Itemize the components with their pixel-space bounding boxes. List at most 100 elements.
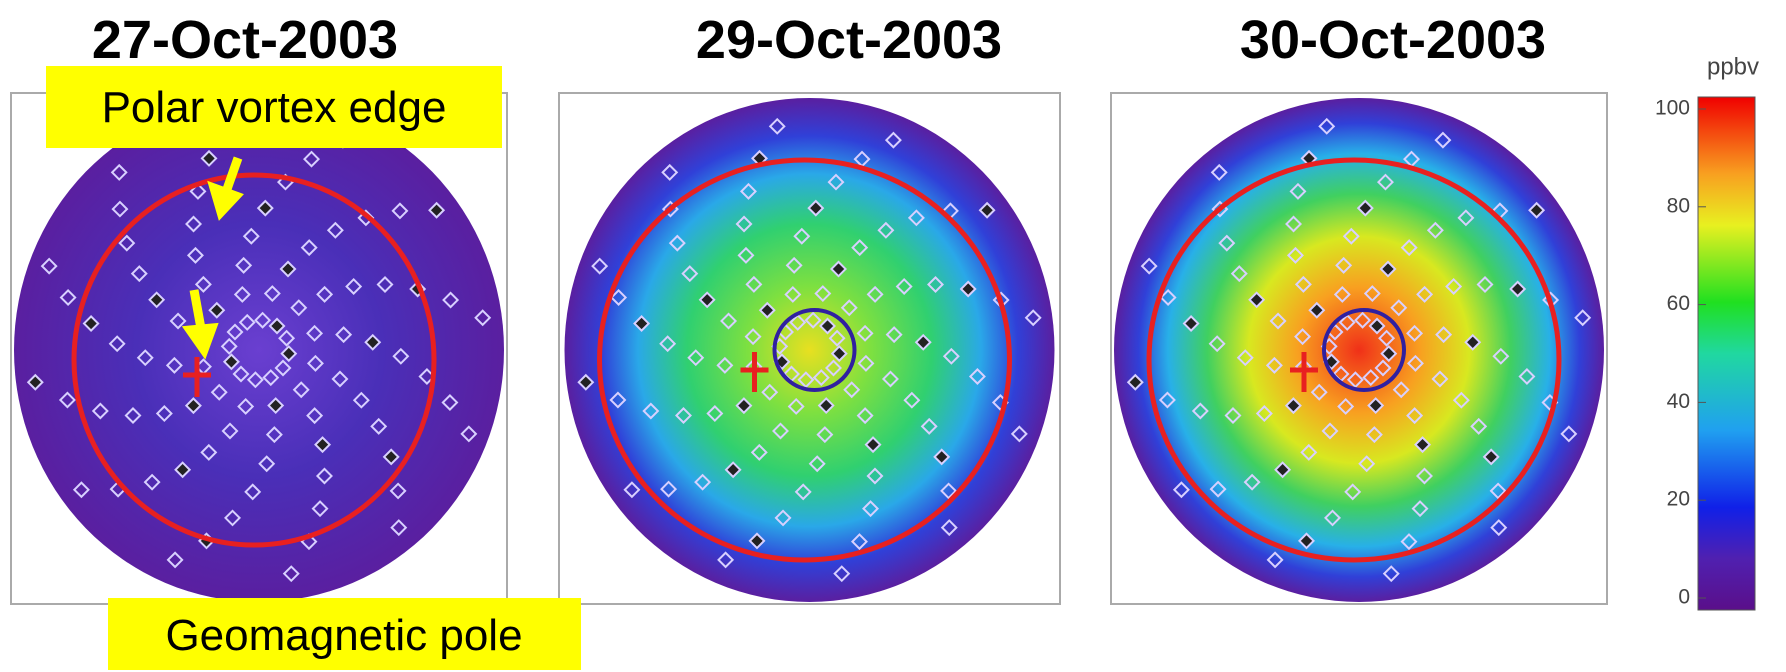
station-marker (370, 417, 388, 435)
station-marker (687, 349, 705, 367)
station-marker (1411, 500, 1429, 518)
station-marker (720, 312, 738, 330)
station-marker (828, 329, 846, 347)
station-marker (1363, 285, 1381, 303)
station-marker (1380, 345, 1398, 363)
station-marker (1403, 150, 1420, 168)
station-marker (1248, 291, 1266, 309)
station-marker (184, 397, 202, 415)
station-marker (694, 473, 712, 491)
station-marker (717, 551, 735, 569)
station-marker (816, 426, 834, 444)
station-marker (1426, 221, 1444, 239)
station-marker (300, 239, 318, 257)
station-marker (840, 299, 858, 317)
station-marker (1354, 311, 1372, 329)
station-marker (143, 473, 161, 491)
vortex-edge (71, 172, 437, 548)
station-marker (262, 369, 280, 387)
station-marker (246, 371, 264, 389)
station-marker (807, 199, 825, 217)
station-marker (130, 265, 148, 283)
markers (1126, 117, 1592, 583)
annotation-box (108, 598, 581, 670)
station-marker (744, 328, 762, 346)
station-marker (830, 345, 848, 363)
station-marker (881, 370, 899, 388)
station-marker (1464, 333, 1482, 351)
station-marker (1376, 173, 1394, 191)
station-marker (185, 215, 203, 233)
station-marker (274, 359, 292, 377)
station-marker (1172, 481, 1190, 499)
station-marker (1518, 367, 1536, 385)
station-marker (1010, 425, 1028, 443)
station-marker (364, 333, 382, 351)
station-marker (851, 239, 869, 257)
colorbar-tick-label: 80 (1667, 194, 1690, 217)
station-marker (306, 407, 324, 425)
station-marker (390, 519, 408, 537)
markers (26, 117, 492, 583)
map-panel: 27-Oct-2003 (10, 10, 508, 605)
station-marker (610, 289, 628, 306)
station-marker (1392, 381, 1410, 399)
station-marker (1308, 301, 1326, 319)
station-marker (675, 406, 692, 424)
station-marker (292, 381, 310, 399)
station-marker (165, 356, 183, 374)
station-marker (474, 309, 492, 327)
station-marker (1346, 371, 1364, 389)
station-marker (768, 117, 786, 135)
station-marker (1236, 349, 1254, 367)
station-marker (1445, 277, 1463, 295)
station-marker (233, 285, 251, 303)
station-marker (1406, 407, 1424, 425)
map-disc (564, 98, 1055, 602)
station-marker (940, 482, 958, 500)
station-marker (155, 405, 173, 423)
station-marker (660, 480, 678, 498)
station-marker (884, 131, 902, 149)
station-marker (1318, 117, 1336, 135)
station-marker (306, 324, 324, 342)
map-panel: 29-Oct-2003 (558, 10, 1061, 605)
station-marker (1416, 285, 1434, 303)
station-marker (819, 317, 836, 335)
station-marker (265, 426, 283, 444)
station-marker (940, 519, 958, 537)
geomagnetic-pole (740, 352, 769, 392)
station-marker (1024, 309, 1042, 327)
station-marker (862, 500, 880, 518)
station-marker (315, 467, 333, 485)
station-marker (148, 291, 166, 309)
station-marker (793, 227, 811, 245)
station-marker (1400, 239, 1418, 257)
panel-title: 30-Oct-2003 (1240, 10, 1546, 70)
station-marker (1218, 234, 1236, 252)
station-marker (1470, 417, 1488, 435)
station-marker (194, 358, 212, 376)
station-marker (237, 397, 255, 415)
station-marker (716, 356, 734, 374)
station-marker (1159, 289, 1177, 306)
station-marker (920, 417, 938, 435)
station-marker (91, 402, 109, 420)
station-marker (1210, 163, 1228, 181)
pole-circle (1322, 308, 1406, 392)
station-marker (290, 299, 308, 317)
station-marker (303, 150, 320, 168)
station-marker (761, 383, 779, 401)
station-marker (1400, 533, 1418, 551)
station-marker (124, 406, 142, 424)
map-disc (14, 98, 504, 602)
station-marker (1509, 280, 1527, 298)
geomagnetic-pole (1290, 352, 1318, 392)
panel-title: 29-Oct-2003 (696, 10, 1002, 70)
station-marker (345, 277, 363, 295)
station-marker (681, 265, 699, 283)
station-marker (933, 448, 951, 466)
station-marker (784, 285, 802, 303)
pole-circle (772, 308, 857, 392)
